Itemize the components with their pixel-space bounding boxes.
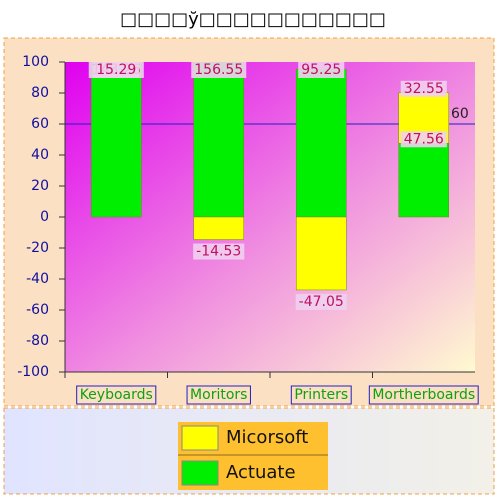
- x-tick-label: Moritors: [190, 387, 247, 403]
- data-label: 95.25: [301, 62, 341, 78]
- bar-segment: [398, 143, 449, 218]
- bar-segment: [296, 69, 347, 218]
- data-label-box: [295, 293, 347, 310]
- y-tick-label: 20: [31, 178, 49, 194]
- data-label: -14.53: [196, 244, 241, 260]
- x-tick-box: [186, 385, 251, 405]
- bar-segment: [296, 216, 347, 291]
- x-tick-box: [368, 385, 479, 405]
- y-tick-label: -100: [17, 364, 49, 380]
- legend-label: Micorsoft: [226, 427, 308, 448]
- chart-title: □□□□ў□□□□□□□□□□□: [120, 9, 386, 30]
- legend-swatch: [181, 460, 219, 486]
- x-tick-label: Printers: [294, 387, 348, 403]
- x-tick-label: Mortherboards: [372, 387, 475, 403]
- data-label-box: [400, 80, 447, 97]
- data-label-box: [193, 243, 245, 260]
- y-tick-label: -80: [26, 333, 49, 349]
- plot: [65, 62, 475, 291]
- bar-segment: [193, 216, 244, 240]
- data-label: 156.55: [194, 62, 243, 78]
- y-tick-label: 100: [22, 54, 49, 70]
- bar-segment: [91, 62, 142, 218]
- data-label-box: [191, 62, 247, 78]
- data-label-box: [400, 131, 447, 148]
- data-label-box: [298, 62, 345, 78]
- marker-label: 60: [451, 106, 469, 122]
- x-tick-box: [76, 385, 157, 405]
- x-tick-label: Keyboards: [80, 387, 153, 403]
- data-label: 47.56: [404, 131, 444, 147]
- y-tick-label: -40: [26, 271, 49, 287]
- data-label: -47.05: [299, 294, 344, 310]
- legend-swatch: [181, 425, 219, 451]
- y-tick-label: -60: [26, 302, 49, 318]
- legend-label: Actuate: [226, 462, 296, 483]
- y-tick-label: 40: [31, 147, 49, 163]
- data-label-box: [93, 62, 140, 78]
- data-label: 15.29: [96, 62, 136, 78]
- y-tick-label: 0: [40, 209, 49, 225]
- y-tick-label: 80: [31, 85, 49, 101]
- data-label: 32.55: [404, 81, 444, 97]
- y-tick-label: 60: [31, 116, 49, 132]
- y-tick-label: -20: [26, 240, 49, 256]
- x-tick-box: [290, 385, 352, 405]
- bar-segment: [193, 62, 244, 218]
